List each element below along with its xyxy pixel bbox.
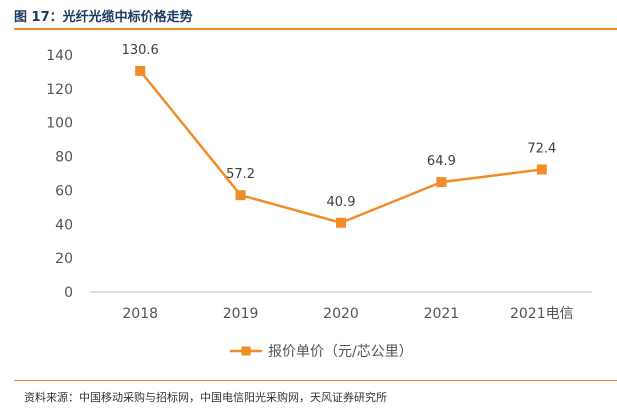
y-tick-label: 80 — [55, 150, 73, 166]
figure-title: 图 17：光纤光缆中标价格走势 — [14, 10, 193, 25]
data-point — [135, 65, 146, 76]
y-tick-label: 20 — [55, 251, 73, 267]
y-tick-label: 60 — [55, 183, 73, 199]
x-tick-label: 2020 — [323, 306, 359, 322]
data-label: 72.4 — [527, 141, 556, 156]
data-label: 64.9 — [427, 154, 456, 169]
legend-label: 报价单价（元/芯公里） — [268, 344, 413, 360]
data-labels: 130.6 57.2 40.9 64.9 72.4 — [122, 43, 557, 210]
y-axis: 0 20 40 60 80 100 120 140 — [46, 48, 73, 301]
title-rule — [14, 28, 617, 30]
source-rule — [14, 380, 617, 381]
data-point — [336, 217, 346, 228]
data-label: 40.9 — [327, 195, 356, 210]
source-note: 资料来源：中国移动采购与招标网，中国电信阳光采购网，天风证券研究所 — [24, 391, 387, 404]
series-markers — [135, 65, 547, 228]
y-tick-label: 0 — [64, 285, 73, 301]
legend: 报价单价（元/芯公里） — [230, 344, 413, 360]
x-tick-label: 2019 — [223, 306, 259, 322]
x-tick-label: 2021 — [424, 306, 460, 322]
data-label: 57.2 — [226, 167, 255, 182]
data-point — [235, 190, 246, 201]
x-axis: 2018 2019 2020 2021 2021电信 — [122, 306, 573, 322]
y-tick-label: 40 — [55, 217, 73, 233]
data-point — [536, 164, 547, 175]
y-tick-label: 140 — [46, 48, 73, 64]
data-label: 130.6 — [122, 43, 159, 58]
x-tick-label: 2018 — [122, 306, 158, 322]
y-tick-label: 120 — [46, 82, 73, 98]
x-tick-label: 2021电信 — [510, 306, 574, 322]
legend-marker — [241, 346, 251, 356]
y-tick-label: 100 — [46, 116, 73, 132]
data-point — [436, 177, 447, 188]
